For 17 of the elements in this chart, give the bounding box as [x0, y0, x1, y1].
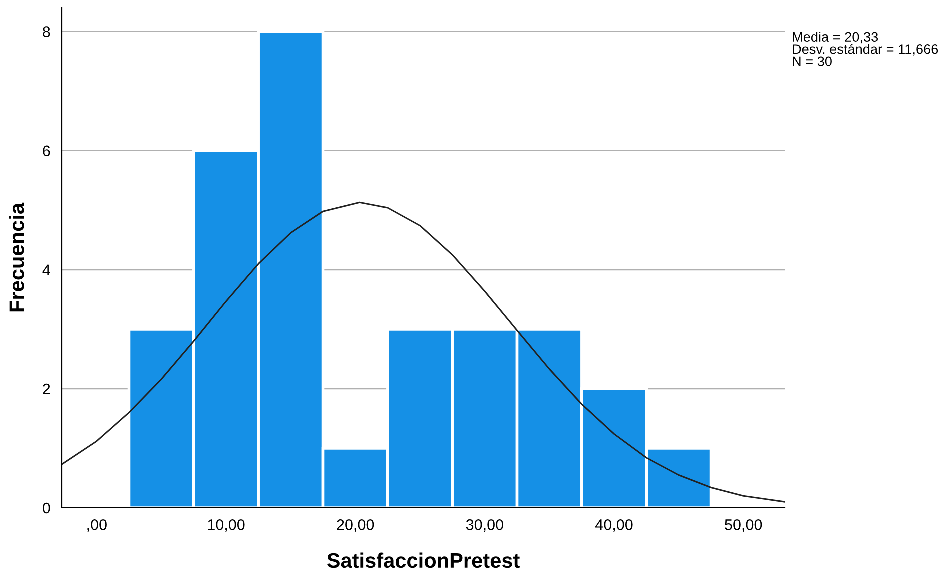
- text: Desv. estándar = 11,666: [793, 44, 938, 56]
- x-tick-label: 50,00: [725, 520, 762, 532]
- x-tick-label: 30,00: [466, 520, 504, 532]
- y-axis-title: Frecuencia: [9, 202, 24, 312]
- y-tick-label: 4: [42, 264, 50, 276]
- text: Media = 20,33: [793, 32, 878, 44]
- x-tick-label: 20,00: [337, 520, 374, 532]
- x-tick-label: 10,00: [208, 520, 245, 532]
- x-axis-title: SatisfaccionPretest: [327, 552, 520, 568]
- y-tick-label: 6: [43, 146, 50, 157]
- x-tick-label: ,00: [88, 520, 107, 532]
- y-tick-label: 8: [43, 26, 50, 38]
- y-tick-label: 0: [42, 502, 50, 514]
- y-tick-label: 2: [43, 384, 50, 394]
- text: N = 30: [793, 56, 832, 66]
- line-series: [62, 202, 785, 503]
- x-tick-label: 40,00: [596, 520, 633, 532]
